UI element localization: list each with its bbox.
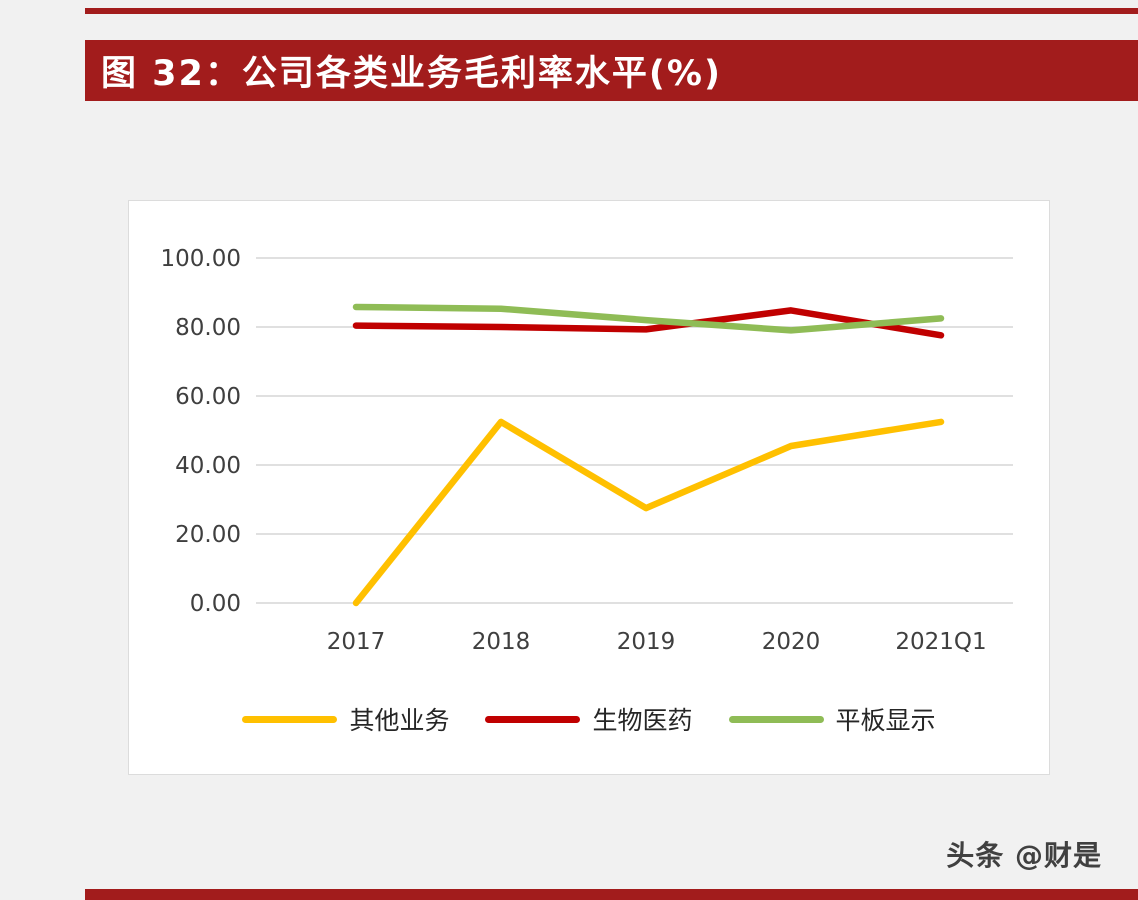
chart-panel: 100.00 80.00 60.00 40.00 20.00 0.00 2017 2018 20… xyxy=(128,200,1050,775)
x-axis-tick-label: 2021Q1 xyxy=(895,629,986,655)
top-accent-strip xyxy=(85,8,1138,14)
series-line xyxy=(352,418,945,607)
line-chart-canvas: 100.00 80.00 60.00 40.00 20.00 0.00 2017 2018 20… xyxy=(161,246,1013,655)
y-axis-tick-label: 80.00 xyxy=(175,315,241,341)
x-axis-tick-label: 2018 xyxy=(472,629,531,655)
y-axis-tick-label: 20.00 xyxy=(175,522,241,548)
legend-label: 其他业务 xyxy=(349,706,450,735)
series-line xyxy=(352,303,945,334)
y-axis-tick-label: 0.00 xyxy=(190,591,241,617)
y-axis-tick-label: 60.00 xyxy=(175,384,241,410)
x-axis-tick-label: 2017 xyxy=(327,629,386,655)
y-axis-tick-label: 40.00 xyxy=(175,453,241,479)
legend-item: 生物医药 xyxy=(485,701,693,737)
legend-line-swatch-green xyxy=(728,715,824,723)
figure-title-banner: 图 32：公司各类业务毛利率水平(%) xyxy=(85,40,1138,101)
watermark-text: 头条 @财是 xyxy=(946,839,1102,872)
legend-item: 其他业务 xyxy=(242,701,449,737)
legend-item: 平板显示 xyxy=(728,701,936,737)
legend-label: 生物医药 xyxy=(592,706,693,735)
legend-line-swatch-yellow xyxy=(242,715,338,723)
x-axis-tick-label: 2020 xyxy=(762,629,821,655)
series-line xyxy=(352,307,945,339)
x-axis-tick-label: 2019 xyxy=(617,629,676,655)
figure-title: 图 32：公司各类业务毛利率水平(%) xyxy=(101,54,722,94)
y-axis-tick-label: 100.00 xyxy=(161,246,241,272)
legend-label: 平板显示 xyxy=(835,706,936,735)
bottom-accent-strip xyxy=(85,889,1138,900)
chart-legend: 其他业务 生物医药 平板显示 xyxy=(129,697,1049,741)
legend-line-swatch-red xyxy=(485,715,581,723)
